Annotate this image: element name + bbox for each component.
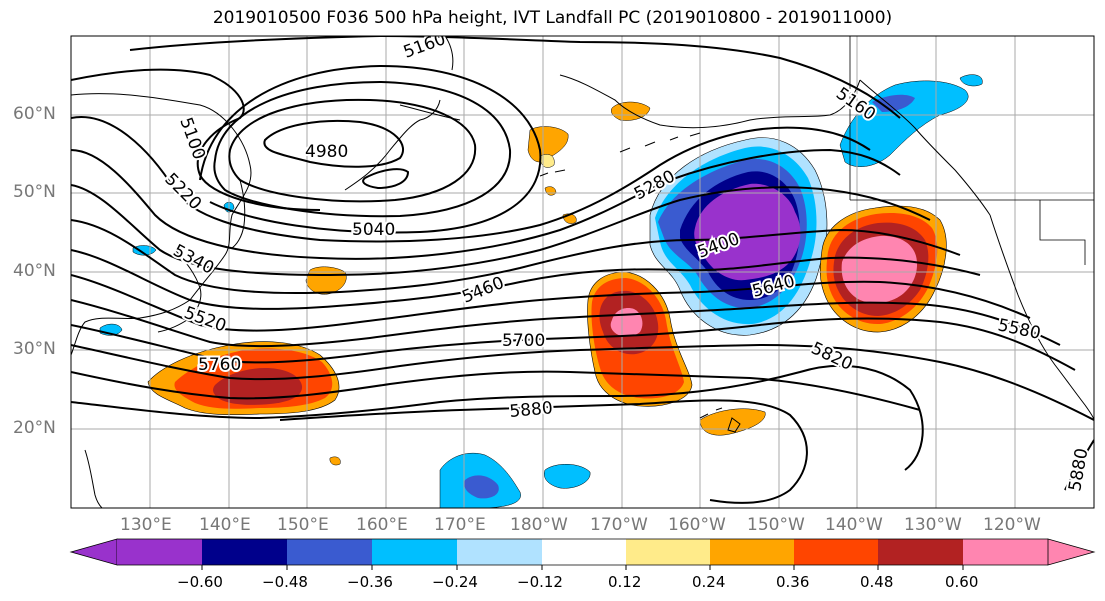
lon-label-150e: 150°E: [277, 515, 329, 535]
coast-kamchatka: [344, 99, 441, 191]
colorbar-label-1: −0.60: [177, 573, 223, 591]
graticule: [71, 36, 1094, 508]
colorbar-label-8: 0.36: [776, 573, 810, 591]
lat-label-50n: 50°N: [13, 182, 56, 202]
height-contours: [71, 36, 1094, 504]
negative-anomaly-south-2: [544, 464, 591, 489]
colorbar-bin-6: [542, 539, 626, 565]
contour-5640: [71, 317, 1076, 371]
negative-anomaly-south-inner: [464, 475, 499, 499]
contour-5460: [71, 249, 981, 310]
colorbar-label-5: −0.12: [517, 573, 563, 591]
colorbar-bin-5: [457, 539, 542, 565]
contour-5160-north: [129, 36, 901, 119]
colorbar-bin-8: [710, 539, 794, 565]
contour-ring-2: [213, 80, 512, 218]
contour-label-4980: 4980: [305, 142, 348, 162]
coast-us-west: [989, 214, 1094, 421]
contour-5520: [71, 274, 1031, 332]
colorbar-label-10: 0.60: [945, 573, 979, 591]
map-area: 5160 5160 5100 4980 5220 5040 5280 5340 …: [71, 36, 1094, 508]
plot-title: 2019010500 F036 500 hPa height, IVT Land…: [212, 8, 893, 28]
colorbar-label-9: 0.48: [860, 573, 894, 591]
colorbar-ticks: [201, 565, 964, 570]
colorbar-bin-2: [202, 539, 287, 565]
positive-anomaly-west-3: [213, 368, 303, 405]
contour-5580: [71, 299, 1061, 348]
coast-sakhalin: [231, 179, 246, 249]
contour-5220: [71, 115, 871, 243]
coast-alaska: [559, 74, 861, 129]
contour-5880: [279, 399, 808, 504]
lon-label-150w: 150°W: [747, 515, 805, 535]
colorbar-arrow-left: [69, 538, 118, 566]
colorbar-frame: [117, 538, 1048, 566]
map-frame: [70, 35, 1095, 509]
contour-5880-east: [1064, 439, 1094, 491]
lon-label-170w: 170°W: [590, 515, 648, 535]
lat-label-20n: 20°N: [13, 418, 56, 438]
contour-5340: [71, 184, 931, 277]
lon-label-130e: 130°E: [120, 515, 172, 535]
contour-5700: [71, 343, 1094, 421]
colorbar-bin-10: [878, 539, 963, 565]
lon-label-140w: 140°W: [825, 515, 883, 535]
contour-5760: [71, 370, 921, 411]
coast-aleutians: [539, 132, 701, 177]
positive-anomaly-west-5: [527, 126, 569, 163]
coast-bc: [859, 79, 991, 216]
colorbar-bin-4: [372, 539, 457, 565]
colorbar-bin-7: [626, 539, 710, 565]
lon-label-140e: 140°E: [199, 515, 251, 535]
positive-anomaly-west-6: [539, 154, 555, 168]
positive-anomaly-small-3: [329, 456, 341, 466]
contour-5040: [199, 64, 542, 234]
colorbar-label-4: −0.24: [432, 573, 478, 591]
lat-label-40n: 40°N: [13, 261, 56, 281]
contour-4980: [263, 119, 405, 168]
colorbar-label-2: −0.48: [262, 573, 308, 591]
border-canada-us: [849, 36, 1094, 265]
negative-anomaly-alaska-small: [959, 74, 983, 87]
contour-label-5040: 5040: [352, 220, 395, 240]
colorbar-bin-9: [794, 539, 878, 565]
coast-philippines: [84, 449, 103, 508]
colorbar-bin-1: [117, 539, 202, 565]
lon-label-180w: 180°W: [510, 515, 568, 535]
coast-japan: [157, 249, 202, 333]
coast-hawaii: [699, 407, 741, 433]
contour-ring-1: [228, 98, 477, 203]
lon-label-160w: 160°W: [668, 515, 726, 535]
colorbar-bin-11: [963, 539, 1048, 565]
contour-5820: [71, 364, 924, 471]
contour-label-5700: 5700: [502, 331, 545, 351]
lat-label-60n: 60°N: [13, 104, 56, 124]
lon-label-160e: 160°E: [356, 515, 408, 535]
lat-label-30n: 30°N: [13, 339, 56, 359]
negative-anomaly-core: [694, 183, 801, 281]
lon-label-130w: 130°W: [904, 515, 962, 535]
lon-label-170e: 170°E: [434, 515, 486, 535]
contour-4980-inner: [362, 168, 410, 190]
colorbar-label-7: 0.24: [692, 573, 726, 591]
contour-label-5880: 5880: [509, 398, 554, 422]
positive-anomaly-west-4: [305, 266, 347, 295]
colorbar-arrow-right: [1047, 538, 1096, 566]
contour-5400: [71, 219, 961, 295]
contour-5280: [71, 148, 901, 260]
lon-label-120w: 120°W: [983, 515, 1041, 535]
colorbar-label-6: 0.12: [608, 573, 642, 591]
colorbar-label-3: −0.36: [347, 573, 393, 591]
colorbar-bin-3: [287, 539, 372, 565]
positive-anomaly-ne-core: [841, 235, 918, 304]
contour-label-5760: 5760: [198, 355, 241, 375]
colorbar: [69, 538, 1096, 570]
